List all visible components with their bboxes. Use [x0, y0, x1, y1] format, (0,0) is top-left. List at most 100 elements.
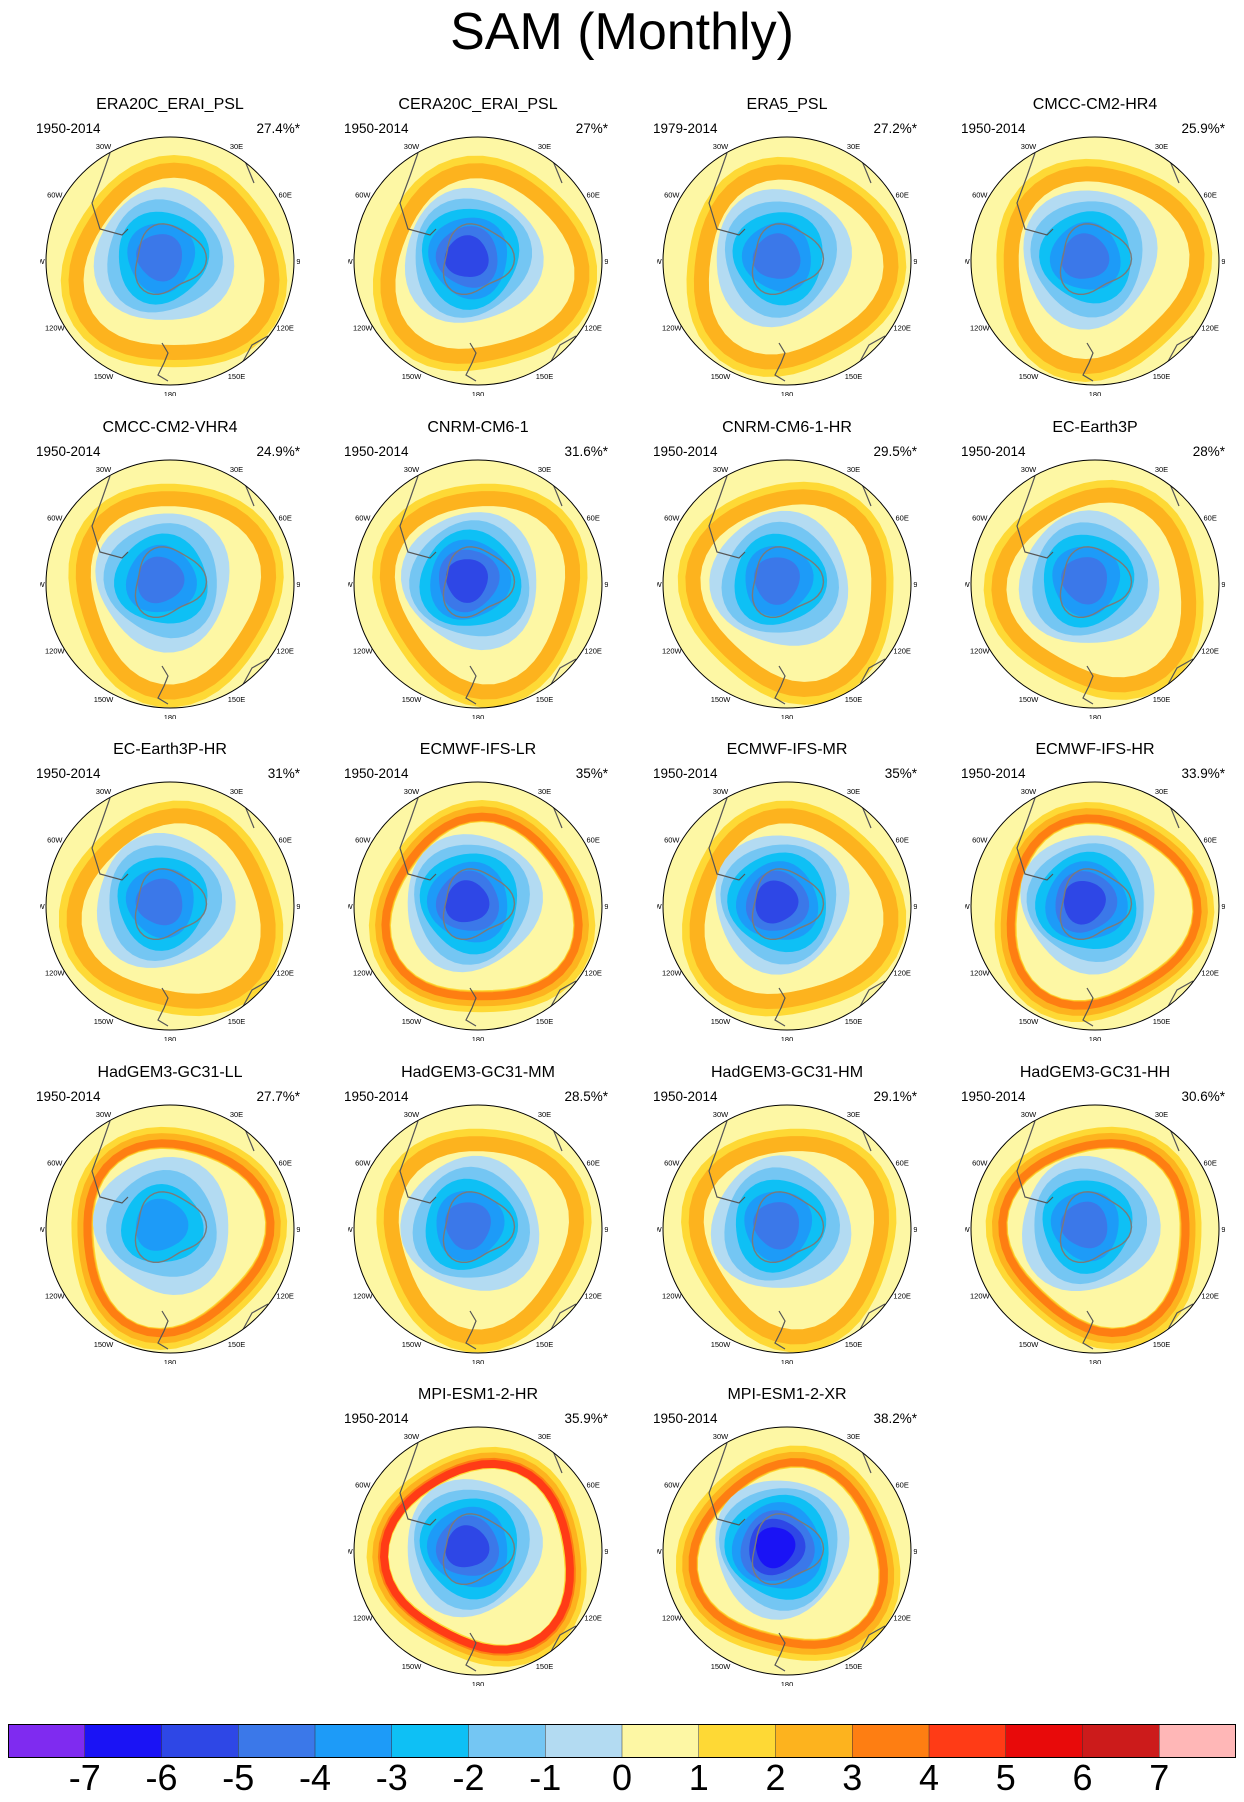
longitude-label: 180 — [472, 713, 485, 719]
panel-period: 1950-2014 — [36, 444, 101, 459]
colorbar-tick-label: 2 — [765, 1757, 786, 1798]
polar-map: 0 30E 60E 90E 120E 150E 180 150W 120W 90W 60W 30W — [40, 131, 300, 396]
coastline — [465, 1632, 477, 1672]
negative-contour — [754, 557, 800, 605]
colorbar-tick-label: 0 — [611, 1757, 633, 1798]
map-border — [662, 781, 912, 1031]
colorbar-tick-label: -5 — [222, 1757, 255, 1798]
coastline — [399, 475, 437, 559]
longitude-label: 0 — [168, 131, 172, 133]
longitude-label: 60E — [587, 191, 600, 200]
positive-contour — [1003, 166, 1205, 375]
negative-contour — [1063, 881, 1106, 925]
colorbar-swatch — [1005, 1724, 1084, 1758]
longitude-label: 60E — [587, 1159, 600, 1168]
longitude-label: 60E — [896, 514, 909, 523]
longitude-label: 120W — [353, 324, 374, 333]
antarctica-coastline — [1059, 1191, 1133, 1263]
map-border — [353, 459, 603, 709]
coastline — [157, 987, 169, 1027]
longitude-label: 150E — [536, 1017, 554, 1026]
panel-explained-variance: 28.5%* — [564, 1089, 608, 1104]
coastline — [157, 665, 169, 705]
antarctica-coastline — [442, 223, 516, 295]
positive-contour — [685, 489, 887, 698]
longitude-label: 90W — [40, 257, 46, 266]
panel-explained-variance: 35%* — [884, 766, 917, 781]
antarctica-coastline — [134, 1191, 208, 1263]
longitude-label: 90E — [604, 580, 608, 589]
positive-contour — [991, 487, 1197, 693]
longitude-label: 90E — [913, 257, 917, 266]
panel-explained-variance: 35%* — [575, 766, 608, 781]
longitude-label: 90W — [965, 257, 971, 266]
longitude-label: 150E — [845, 372, 863, 381]
panel-title: HadGEM3-GC31-LL — [97, 1064, 243, 1081]
longitude-label: 30E — [538, 1432, 551, 1441]
antarctica-coastline — [442, 546, 516, 618]
longitude-label: 150W — [402, 1017, 423, 1026]
coastline — [708, 797, 746, 881]
colorbar-tick-label: -1 — [529, 1757, 562, 1798]
map-panel: HadGEM3-GC31-LL 1950-2014 27.7%* 0 30E 60E 90E… — [20, 1064, 320, 1374]
colorbar-swatch — [468, 1724, 546, 1758]
longitude-label: 90W — [348, 257, 354, 266]
positive-contour — [68, 162, 280, 361]
colorbar-tick-label: 4 — [918, 1757, 940, 1798]
longitude-label: 60W — [47, 1159, 63, 1168]
map-border — [45, 136, 295, 386]
panel-title: MPI-ESM1-2-HR — [417, 1386, 538, 1403]
longitude-label: 0 — [785, 776, 789, 778]
longitude-label: 150W — [711, 1662, 732, 1671]
panel-explained-variance: 29.1%* — [873, 1089, 917, 1104]
longitude-label: 180 — [472, 1358, 485, 1364]
longitude-label: 120E — [1201, 1292, 1219, 1301]
panel-title: HadGEM3-GC31-HH — [1019, 1064, 1171, 1081]
map-border — [970, 136, 1220, 386]
coastline — [1016, 475, 1054, 559]
coastline — [91, 1120, 129, 1204]
longitude-label: 120E — [276, 969, 294, 978]
polar-map: 0 30E 60E 90E 120E 150E 180 150W 120W 90W 60W 30W — [40, 1099, 300, 1364]
panel-period: 1950-2014 — [36, 121, 101, 136]
colorbar-swatch — [545, 1724, 623, 1758]
longitude-label: 150E — [228, 1340, 246, 1349]
longitude-label: 90W — [657, 902, 663, 911]
colorbar-swatch — [775, 1724, 853, 1758]
longitude-label: 180 — [781, 1358, 794, 1364]
longitude-label: 0 — [785, 454, 789, 456]
figure-title: SAM (Monthly) — [450, 3, 794, 61]
longitude-label: 90E — [604, 257, 608, 266]
longitude-label: 150E — [1153, 695, 1171, 704]
longitude-label: 30E — [230, 787, 243, 796]
longitude-label: 60W — [664, 191, 680, 200]
coastline — [91, 797, 129, 881]
longitude-label: 60W — [355, 191, 371, 200]
map-border — [970, 459, 1220, 709]
map-panel: MPI-ESM1-2-HR 1950-2014 35.9%* 0 30E 60E 90E 12… — [328, 1386, 628, 1696]
longitude-label: 60E — [279, 836, 292, 845]
colorbar-tick-label: -7 — [68, 1757, 101, 1798]
longitude-label: 60W — [664, 1481, 680, 1490]
panel-explained-variance: 27.2%* — [873, 121, 917, 136]
longitude-label: 60W — [355, 1481, 371, 1490]
polar-map: 0 30E 60E 90E 120E 150E 180 150W 120W 90W 60W 30W — [657, 454, 917, 719]
longitude-label: 90E — [1221, 902, 1225, 911]
longitude-label: 180 — [164, 1358, 177, 1364]
map-panel: HadGEM3-GC31-HH 1950-2014 30.6%* 0 30E 60E 90E… — [945, 1064, 1244, 1374]
longitude-label: 150E — [536, 1340, 554, 1349]
map-panel: EC-Earth3P-HR 1950-2014 31%* 0 30E 60E 90E 120E… — [20, 741, 320, 1051]
panel-explained-variance: 27.4%* — [256, 121, 300, 136]
longitude-label: 0 — [1093, 131, 1097, 133]
longitude-label: 90E — [1221, 257, 1225, 266]
longitude-label: 0 — [476, 776, 480, 778]
map-border — [662, 459, 912, 709]
coastline — [708, 1120, 746, 1204]
longitude-label: 90E — [913, 1547, 917, 1556]
polar-map: 0 30E 60E 90E 120E 150E 180 150W 120W 90W 60W 30W — [348, 776, 608, 1041]
panel-explained-variance: 31%* — [267, 766, 300, 781]
longitude-label: 90E — [296, 580, 300, 589]
colorbar-swatch — [1159, 1724, 1236, 1758]
longitude-label: 150W — [711, 695, 732, 704]
